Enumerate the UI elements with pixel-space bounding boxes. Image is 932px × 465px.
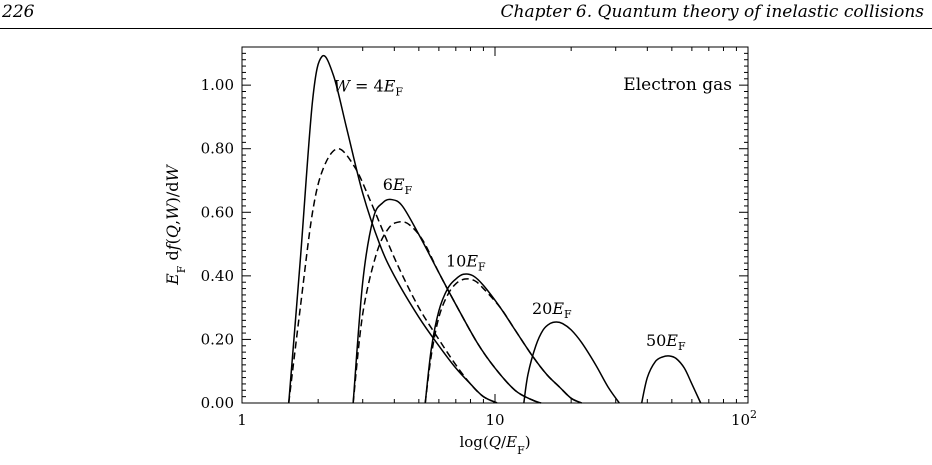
curve-label-2: 10EF <box>446 251 486 273</box>
plot-frame <box>241 46 749 404</box>
series-line-5-dashed <box>424 278 582 404</box>
y-axis-label: EF df(Q,W)/dW <box>163 164 188 286</box>
curve-label-4: 50EF <box>646 331 686 353</box>
header-rule <box>0 28 932 29</box>
tick-labels: 0.00 0.20 0.40 0.60 0.80 1.00 1 10 102 <box>201 76 757 429</box>
series-lines <box>287 54 702 404</box>
page-number: 226 <box>2 2 35 22</box>
curve-label-0: W = 4EF <box>334 77 404 99</box>
curve-label-1: 6EF <box>383 175 413 197</box>
y-axis-label-text: EF df(Q,W)/dW <box>163 164 188 286</box>
x-tick-label: 1 <box>237 411 247 429</box>
y-tick-label: 0.00 <box>201 394 234 412</box>
curve-label-3: 20EF <box>532 299 572 321</box>
series-line-0-solid <box>287 54 498 404</box>
series-line-1-dashed <box>287 147 498 404</box>
y-tick-label: 0.60 <box>201 203 234 221</box>
x-axis-label-text: log(Q/EF) <box>459 433 530 457</box>
running-head: Chapter 6. Quantum theory of inelastic c… <box>500 2 924 22</box>
x-tick-label: 10 <box>485 411 504 429</box>
y-tick-label: 0.20 <box>201 330 234 348</box>
series-line-2-solid <box>352 198 542 404</box>
curve-annotations: W = 4EF 6EF 10EF 20EF 50EF <box>334 77 686 353</box>
x-axis-label: log(Q/EF) <box>459 433 530 457</box>
y-tick-label: 0.80 <box>201 140 234 158</box>
series-line-7-solid <box>640 355 702 404</box>
series-line-3-dashed <box>352 220 542 404</box>
y-tick-label: 1.00 <box>201 76 234 94</box>
x-tick-label: 102 <box>731 408 757 429</box>
series-line-6-solid <box>523 321 620 404</box>
y-tick-label: 0.40 <box>201 267 234 285</box>
legend-electron-gas: Electron gas <box>623 75 732 95</box>
